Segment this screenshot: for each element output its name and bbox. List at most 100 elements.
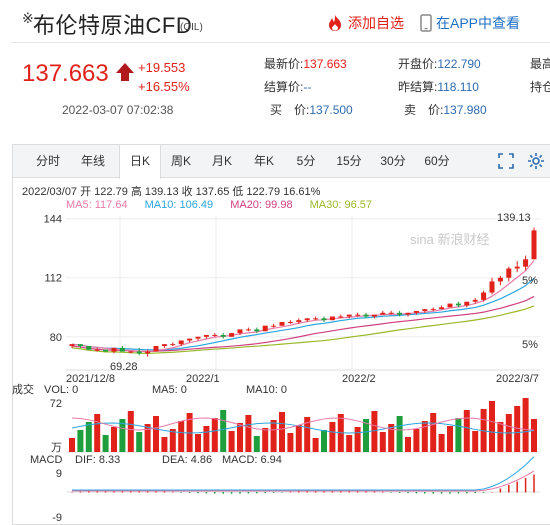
volume-bar: [421, 421, 428, 452]
ma30-label: MA30: 96.57: [309, 199, 372, 211]
candle-body: [497, 277, 503, 282]
volume-bar: [447, 426, 453, 452]
ma5-label: MA5: 117.64: [66, 199, 128, 211]
candle-body: [321, 318, 327, 321]
candle-body: [212, 334, 218, 336]
volume-bar: [178, 421, 185, 452]
candle-body: [170, 344, 176, 346]
candle-body: [405, 312, 411, 315]
high-price-label: 139.13: [497, 212, 531, 224]
volume-title: 成交: [12, 382, 34, 396]
candle-body: [262, 325, 268, 332]
settings-icon[interactable]: [527, 152, 545, 170]
tab-timeshare[interactable]: 分时: [35, 154, 60, 168]
volume-bar: [245, 415, 252, 452]
candle-body: [439, 307, 445, 310]
volume-bar: [270, 420, 277, 452]
volume-bar: [279, 412, 285, 452]
fire-icon: [329, 15, 341, 31]
tab-15min[interactable]: 15分: [336, 154, 362, 168]
macd-dif-label: DIF: 8.33: [75, 454, 120, 466]
tab-year-line[interactable]: 年线: [80, 154, 105, 168]
volume-bar: [329, 422, 336, 452]
volume-bar: [379, 432, 386, 452]
candle-body: [245, 329, 251, 331]
symbol-code: (OIL): [180, 22, 203, 33]
volume-bar: [363, 419, 369, 452]
field-latest: 最新价:137.663: [264, 57, 347, 71]
volume-bar: [438, 434, 445, 452]
volume-bar: [119, 419, 126, 452]
macd-dif-line: [72, 456, 535, 491]
tab-monthly-k[interactable]: 月K: [211, 154, 232, 168]
volume-bar: [497, 422, 504, 452]
field-ask: 卖 价:137.980: [404, 103, 487, 117]
candle-body: [430, 309, 436, 311]
candle-body: [447, 303, 453, 308]
ma5-line: [71, 260, 535, 352]
volume-bar: [489, 401, 495, 452]
candle-body: [136, 351, 142, 354]
tab-30min[interactable]: 30分: [380, 154, 406, 168]
volume-bar: [430, 413, 437, 452]
add-favorite-label: 添加自选: [348, 15, 404, 31]
candle-body: [523, 259, 529, 267]
volume-bar: [295, 425, 302, 452]
volume-bar: [346, 435, 353, 452]
volume-bar: [161, 437, 168, 452]
view-in-app-button[interactable]: 在APP中查看: [420, 13, 520, 33]
volume-bar: [405, 437, 411, 452]
period-tabs: 分时 年线 日K 周K 月K 年K 5分 15分 30分 60分: [12, 144, 550, 179]
volume-bar: [127, 411, 134, 452]
candle-body: [371, 314, 377, 317]
candle-body: [69, 344, 75, 347]
candle-body: [195, 336, 201, 339]
macd-top-tick: 9: [56, 468, 62, 480]
x-tick-label: 2022/2: [342, 373, 376, 385]
candle-body: [187, 338, 193, 341]
tab-weekly-k[interactable]: 周K: [170, 154, 191, 168]
volume-bar: [463, 410, 470, 452]
volume-bar: [522, 398, 529, 452]
candle-body: [514, 266, 520, 269]
header-divider: [12, 42, 550, 43]
fullscreen-icon[interactable]: [497, 152, 515, 170]
candle-body: [304, 318, 310, 321]
vol-top-tick: 72: [50, 398, 62, 410]
add-favorite-button[interactable]: 添加自选: [326, 13, 404, 33]
price-tick-label: 144: [44, 214, 62, 226]
tab-5min[interactable]: 5分: [296, 154, 316, 168]
x-tick-label: 2021/12/8: [66, 373, 115, 385]
candle-body: [531, 230, 537, 260]
volume-bar: [455, 418, 462, 452]
price-tick-label: 112: [44, 273, 62, 285]
ma10-line: [71, 277, 535, 351]
volume-bar: [153, 416, 159, 452]
candle-body: [128, 351, 134, 353]
watermark: sina 新浪财经: [410, 232, 489, 247]
pct-label-top: 5%: [522, 275, 538, 287]
volume-bar: [136, 432, 143, 452]
field-bid: 买 价:137.500: [270, 103, 353, 117]
candle-body: [153, 346, 159, 352]
field-high: 最高: [530, 57, 550, 71]
title-row: ※ 布伦特原油CFD (OIL) 添加自选 在APP中查看: [0, 0, 550, 42]
ohlc-line: 2022/03/07 开 122.79 高 139.13 收 137.65 低 …: [22, 186, 321, 198]
tab-60min[interactable]: 60分: [424, 154, 450, 168]
volume-bar: [85, 422, 92, 452]
vol-ma10-line: [71, 422, 535, 434]
volume-bar: [211, 418, 218, 452]
volume-bar: [102, 435, 109, 452]
candle-body: [422, 309, 428, 311]
tab-daily-k[interactable]: 日K: [119, 145, 161, 179]
candle-body: [329, 316, 335, 321]
volume-bar: [287, 433, 294, 452]
candle-body: [489, 281, 495, 293]
candle-body: [77, 344, 83, 347]
candle-body: [161, 344, 167, 347]
volume-bar: [169, 429, 176, 452]
macd-bottom-tick: -9: [52, 512, 62, 524]
vol-ma5-line: [71, 417, 535, 431]
tab-yearly-k[interactable]: 年K: [253, 154, 274, 168]
